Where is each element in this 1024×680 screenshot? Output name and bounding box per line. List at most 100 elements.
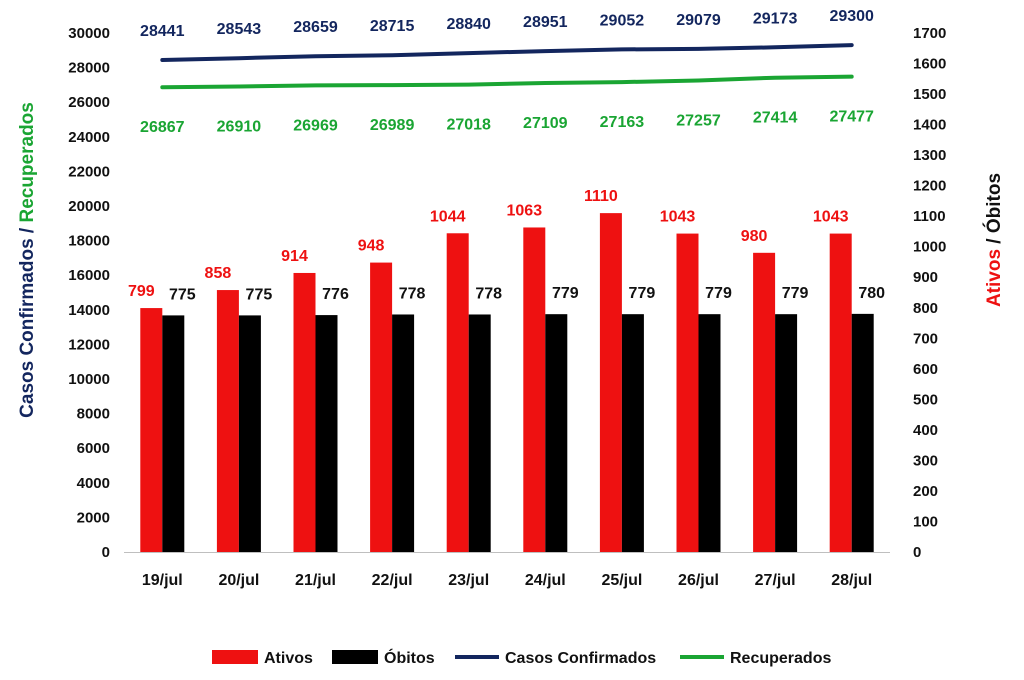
y-left-tick-label: 0: [102, 544, 110, 561]
y-right-tick-label: 1100: [913, 208, 946, 225]
bar-ativos: [829, 233, 852, 552]
bar-obitos: [775, 314, 798, 552]
bar-obitos: [238, 315, 261, 552]
legend-label: Recuperados: [730, 650, 831, 667]
x-tick-label: 23/jul: [448, 572, 489, 589]
bar-obitos: [545, 314, 568, 552]
data-label-ativos: 858: [205, 265, 232, 282]
y-left-tick-label: 6000: [77, 440, 110, 457]
data-label-casos: 28715: [370, 18, 415, 35]
data-label-obitos: 779: [552, 285, 579, 302]
y-left-tick-label: 8000: [77, 406, 110, 423]
x-tick-label: 21/jul: [295, 572, 336, 589]
y-left-axis-title: Casos Confirmados / Recuperados: [17, 102, 38, 418]
data-label-recuperados: 26969: [293, 117, 338, 134]
y-left-tick-label: 20000: [68, 198, 110, 215]
data-label-casos: 29079: [676, 12, 721, 29]
data-label-casos: 28659: [293, 19, 338, 36]
x-tick-label: 25/jul: [601, 572, 642, 589]
y-left-tick-label: 24000: [68, 129, 110, 146]
y-right-tick-label: 300: [913, 452, 938, 469]
bar-ativos: [370, 262, 393, 552]
data-label-ativos: 799: [128, 283, 155, 300]
data-label-obitos: 778: [399, 285, 426, 302]
y-right-axis-title-part: Ativos: [984, 249, 1005, 307]
x-tick-label: 24/jul: [525, 572, 566, 589]
y-right-tick-label: 1600: [913, 56, 946, 73]
bar-obitos: [468, 314, 491, 552]
data-label-obitos: 775: [246, 286, 273, 303]
data-label-ativos: 1043: [660, 209, 696, 226]
y-right-tick-label: 1300: [913, 147, 946, 164]
data-label-obitos: 779: [705, 285, 732, 302]
data-label-casos: 28951: [523, 14, 568, 31]
data-label-recuperados: 26989: [370, 117, 415, 134]
y-right-tick-label: 200: [913, 483, 938, 500]
legend-swatch: [332, 650, 378, 664]
data-label-casos: 29173: [753, 10, 798, 27]
y-right-tick-label: 1200: [913, 178, 946, 195]
line-recuperados: [160, 74, 854, 90]
y-left-tick-label: 26000: [68, 94, 110, 111]
data-label-recuperados: 27477: [829, 109, 874, 126]
x-tick-label: 26/jul: [678, 572, 719, 589]
y-right-tick-label: 1500: [913, 86, 946, 103]
bar-obitos: [392, 314, 415, 552]
bar-ativos: [523, 227, 546, 552]
legend-label: Ativos: [264, 650, 313, 667]
y-right-tick-label: 1000: [913, 239, 946, 256]
bar-ativos: [599, 213, 622, 552]
y-right-tick-label: 600: [913, 361, 938, 378]
bar-obitos: [621, 314, 644, 552]
data-label-ativos: 948: [358, 238, 385, 255]
y-left-tick-label: 16000: [68, 267, 110, 284]
bar-ativos: [140, 308, 163, 552]
legend-label: Óbitos: [384, 648, 435, 667]
y-left-tick-label: 28000: [68, 60, 110, 77]
y-right-tick-label: 700: [913, 330, 938, 347]
x-tick-label: 27/jul: [755, 572, 796, 589]
bar-obitos: [162, 315, 185, 552]
x-tick-label: 19/jul: [142, 572, 183, 589]
data-label-recuperados: 26867: [140, 119, 185, 136]
data-label-ativos: 914: [281, 248, 308, 265]
data-label-obitos: 778: [475, 285, 502, 302]
x-tick-label: 28/jul: [831, 572, 872, 589]
data-label-ativos: 980: [741, 228, 768, 245]
data-label-recuperados: 27163: [600, 114, 645, 131]
y-left-tick-label: 14000: [68, 302, 110, 319]
y-right-axis-title-part: Óbitos: [983, 173, 1005, 233]
bar-ativos: [446, 233, 469, 552]
y-right-tick-label: 0: [913, 544, 921, 561]
y-left-tick-label: 12000: [68, 336, 110, 353]
y-left-axis-title-part: Casos Confirmados: [17, 238, 38, 417]
data-label-ativos: 1043: [813, 209, 849, 226]
data-label-ativos: 1110: [584, 188, 618, 205]
data-label-casos: 28840: [446, 16, 491, 33]
y-left-tick-label: 10000: [68, 371, 110, 388]
y-left-tick-label: 18000: [68, 233, 110, 250]
data-label-casos: 28543: [217, 21, 262, 38]
y-right-tick-label: 800: [913, 300, 938, 317]
data-label-casos: 28441: [140, 23, 185, 40]
data-label-recuperados: 27257: [676, 112, 721, 129]
data-label-obitos: 775: [169, 286, 196, 303]
legend-label: Casos Confirmados: [505, 650, 656, 667]
bar-obitos: [315, 315, 338, 552]
data-label-obitos: 779: [629, 285, 656, 302]
y-left-tick-label: 4000: [77, 475, 110, 492]
y-right-tick-label: 1400: [913, 117, 946, 134]
bar-obitos: [698, 314, 721, 552]
line-casos-confirmados: [160, 43, 854, 62]
x-tick-label: 20/jul: [218, 572, 259, 589]
y-right-tick-label: 100: [913, 513, 938, 530]
y-right-axis-title: Ativos / Óbitos: [983, 173, 1005, 307]
y-left-axis-title-part: /: [17, 223, 38, 239]
x-tick-label: 22/jul: [372, 572, 413, 589]
bar-ativos: [216, 290, 239, 552]
bar-obitos: [851, 313, 874, 552]
y-left-tick-label: 2000: [77, 509, 110, 526]
data-label-ativos: 1063: [507, 202, 543, 219]
